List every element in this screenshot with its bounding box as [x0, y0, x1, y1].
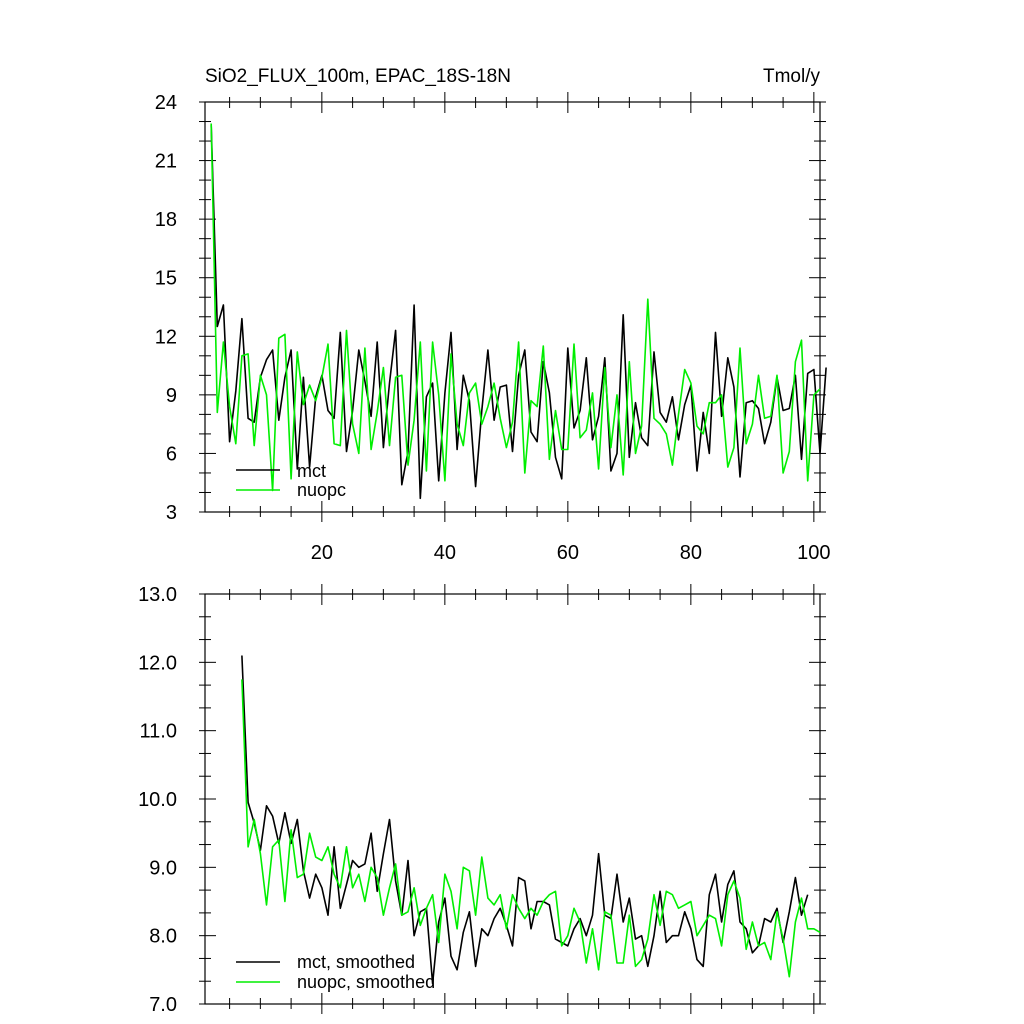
legend-label-mct-smoothed: mct, smoothed [297, 952, 415, 972]
x-tick-label: 100 [797, 542, 830, 564]
legend-label-nuopc: nuopc [297, 480, 346, 500]
y-tick-label: 18 [155, 209, 177, 231]
series-line-nuopc [210, 123, 821, 492]
legend-label-nuopc-smoothed: nuopc, smoothed [297, 972, 435, 992]
bottom-plot-y-tick-labels: 7.0 8.0 9.0 10.0 11.0 12.0 13.0 [138, 584, 177, 1016]
top-plot-series [210, 123, 827, 500]
top-plot-title: SiO2_FLUX_100m, EPAC_18S-18N [205, 66, 511, 87]
top-plot-units: Tmol/y [763, 66, 821, 87]
y-tick-label: 21 [155, 151, 177, 173]
y-tick-label: 9 [166, 385, 177, 407]
x-tick-label: 60 [557, 542, 579, 564]
y-tick-label: 6 [166, 443, 177, 465]
top-plot-legend: mct nuopc [236, 461, 346, 500]
y-tick-label: 3 [166, 502, 177, 524]
y-tick-label: 24 [155, 92, 177, 114]
bottom-plot-series [241, 655, 821, 985]
y-tick-label: 9.0 [149, 857, 177, 879]
y-tick-label: 8.0 [149, 926, 177, 948]
y-tick-label: 11.0 [140, 721, 177, 743]
y-tick-label: 10.0 [138, 789, 177, 811]
y-tick-label: 7.0 [149, 994, 177, 1016]
top-plot-ticks [199, 92, 826, 522]
top-plot-y-tick-labels: 3 6 9 12 15 18 21 24 [155, 92, 177, 524]
top-plot-frame [204, 101, 821, 513]
x-tick-label: 80 [680, 542, 702, 564]
top-plot-x-tick-labels: 20 40 60 80 100 [311, 542, 831, 564]
bottom-plot-legend: mct, smoothed nuopc, smoothed [236, 952, 435, 992]
series-line-mct-smoothed [241, 655, 809, 985]
y-tick-label: 13.0 [138, 584, 177, 606]
x-tick-label: 20 [311, 542, 333, 564]
y-tick-label: 12 [155, 326, 177, 348]
top-plot-panel: SiO2_FLUX_100m, EPAC_18S-18N Tmol/y 3 6 9 1… [155, 66, 831, 564]
bottom-plot-panel: 7.0 8.0 9.0 10.0 11.0 12.0 13.0 mct, smoothed … [138, 584, 826, 1016]
series-line-nuopc-smoothed [241, 679, 821, 978]
y-tick-label: 12.0 [138, 652, 177, 674]
x-tick-label: 40 [434, 542, 456, 564]
series-line-mct [210, 125, 827, 500]
bottom-plot-ticks [199, 584, 826, 1014]
legend-label-mct: mct [297, 461, 326, 481]
y-tick-label: 15 [155, 268, 177, 290]
